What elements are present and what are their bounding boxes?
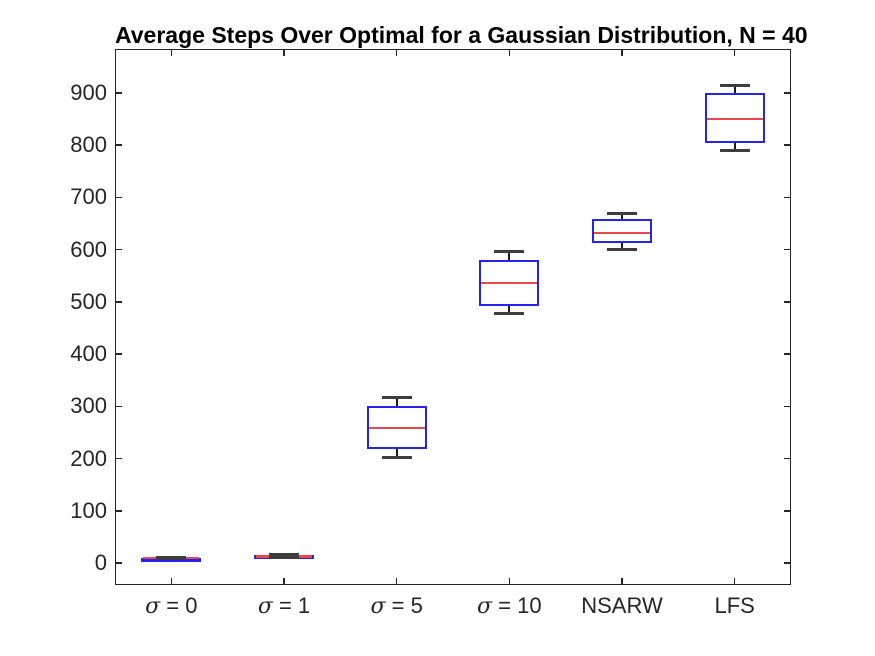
whisker-cap-top bbox=[607, 211, 637, 215]
y-axis-tick-right bbox=[784, 562, 791, 564]
whisker-cap-top bbox=[156, 555, 187, 559]
x-axis-tick-bottom bbox=[395, 578, 398, 585]
plot-area bbox=[115, 49, 791, 585]
y-axis-tick-left bbox=[115, 562, 122, 564]
x-axis-tick-bottom bbox=[508, 578, 511, 585]
x-axis-tick-top bbox=[395, 49, 398, 56]
whisker-upper bbox=[395, 397, 398, 406]
whisker-lower bbox=[395, 449, 398, 457]
x-axis-tick-bottom bbox=[283, 578, 285, 585]
x-axis-tick-top bbox=[283, 49, 285, 56]
y-tick-label: 600 bbox=[70, 236, 107, 262]
whisker-cap-bottom bbox=[494, 312, 525, 316]
y-axis-tick-left bbox=[115, 405, 122, 408]
y-tick-label: 200 bbox=[70, 445, 107, 471]
sigma-symbol: σ bbox=[477, 594, 493, 619]
whisker-cap-top bbox=[494, 250, 525, 254]
y-axis-tick-right bbox=[784, 405, 791, 408]
y-tick-label: 100 bbox=[70, 497, 107, 523]
whisker-cap-top bbox=[381, 396, 412, 400]
y-axis-tick-right bbox=[784, 196, 791, 199]
y-axis-tick-left bbox=[115, 457, 122, 460]
whisker-cap-bottom bbox=[381, 455, 412, 459]
sigma-symbol: σ bbox=[370, 594, 386, 619]
x-tick-label-text: LFS bbox=[714, 593, 755, 618]
y-axis-tick-right bbox=[784, 457, 791, 460]
whisker-cap-bottom bbox=[607, 247, 637, 251]
x-tick-label-text: = 5 bbox=[385, 593, 423, 618]
whisker-upper bbox=[621, 213, 623, 219]
y-tick-label: 400 bbox=[70, 341, 107, 367]
whisker-upper bbox=[508, 251, 511, 261]
x-tick-label: σ = 10 bbox=[439, 594, 579, 619]
x-tick-label: NSARW bbox=[552, 594, 692, 619]
y-tick-label: 500 bbox=[70, 288, 107, 314]
chart-title: Average Steps Over Optimal for a Gaussia… bbox=[115, 22, 808, 48]
box-iqr bbox=[704, 92, 765, 144]
y-axis-tick-right bbox=[784, 92, 791, 94]
y-axis-tick-left bbox=[115, 196, 122, 199]
x-tick-label-text: NSARW bbox=[581, 593, 663, 618]
y-axis-tick-right bbox=[784, 353, 791, 355]
y-axis-tick-left bbox=[115, 301, 122, 303]
whisker-cap-bottom bbox=[156, 557, 187, 561]
y-tick-label: 700 bbox=[70, 184, 107, 210]
y-tick-label: 300 bbox=[70, 393, 107, 419]
whisker-cap-bottom bbox=[719, 149, 750, 153]
median-line bbox=[368, 426, 425, 429]
x-axis-tick-top bbox=[733, 49, 736, 56]
box-iqr bbox=[479, 260, 540, 307]
sigma-symbol: σ bbox=[145, 594, 161, 619]
x-axis-tick-top bbox=[508, 49, 511, 56]
whisker-cap-bottom bbox=[269, 555, 299, 559]
x-tick-label: σ = 0 bbox=[101, 594, 241, 619]
y-tick-label: 900 bbox=[70, 79, 107, 105]
y-axis-tick-left bbox=[115, 248, 122, 251]
x-tick-label: σ = 5 bbox=[327, 594, 467, 619]
x-axis-tick-bottom bbox=[621, 578, 623, 585]
whisker-upper bbox=[733, 85, 736, 93]
y-axis-tick-right bbox=[784, 301, 791, 303]
y-axis-tick-left bbox=[115, 92, 122, 94]
x-tick-label-text: = 1 bbox=[272, 593, 311, 618]
median-line bbox=[594, 231, 650, 235]
y-axis-tick-left bbox=[115, 510, 122, 512]
x-axis-tick-bottom bbox=[170, 578, 173, 585]
y-axis-tick-left bbox=[115, 353, 122, 355]
x-tick-label: LFS bbox=[665, 594, 805, 619]
y-tick-label: 0 bbox=[94, 550, 107, 576]
x-tick-label-text: = 0 bbox=[160, 593, 198, 618]
whisker-cap-top bbox=[269, 553, 299, 557]
y-axis-tick-right bbox=[784, 510, 791, 512]
whisker-lower bbox=[621, 242, 623, 250]
box-iqr bbox=[366, 405, 427, 450]
whisker-lower bbox=[508, 306, 511, 314]
sigma-symbol: σ bbox=[257, 594, 273, 619]
x-axis-tick-top bbox=[170, 49, 173, 56]
y-axis-tick-right bbox=[784, 248, 791, 251]
x-axis-tick-top bbox=[621, 49, 623, 56]
median-line bbox=[481, 281, 538, 285]
whisker-lower bbox=[733, 143, 736, 151]
y-axis-tick-right bbox=[784, 144, 791, 146]
whisker-cap-top bbox=[719, 83, 750, 87]
x-tick-label-text: = 10 bbox=[492, 593, 542, 618]
x-tick-label: σ = 1 bbox=[214, 594, 354, 619]
median-line bbox=[706, 117, 763, 121]
y-axis-tick-left bbox=[115, 144, 122, 146]
y-tick-label: 800 bbox=[70, 132, 107, 158]
box-iqr bbox=[592, 218, 652, 243]
x-axis-tick-bottom bbox=[733, 578, 736, 585]
